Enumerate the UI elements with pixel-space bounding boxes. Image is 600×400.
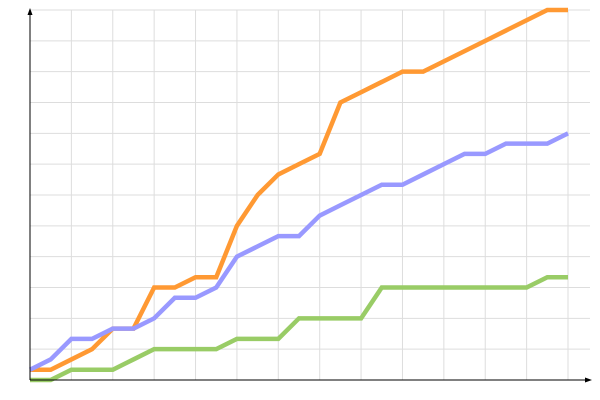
series-line-1 xyxy=(30,7,568,372)
y-axis-arrow-icon xyxy=(27,8,33,15)
x-axis-arrow-icon xyxy=(585,377,592,383)
grid xyxy=(30,9,590,380)
series-line-2 xyxy=(28,131,570,372)
series-group xyxy=(28,7,570,383)
axes xyxy=(27,8,592,383)
series-line-3 xyxy=(30,274,568,383)
